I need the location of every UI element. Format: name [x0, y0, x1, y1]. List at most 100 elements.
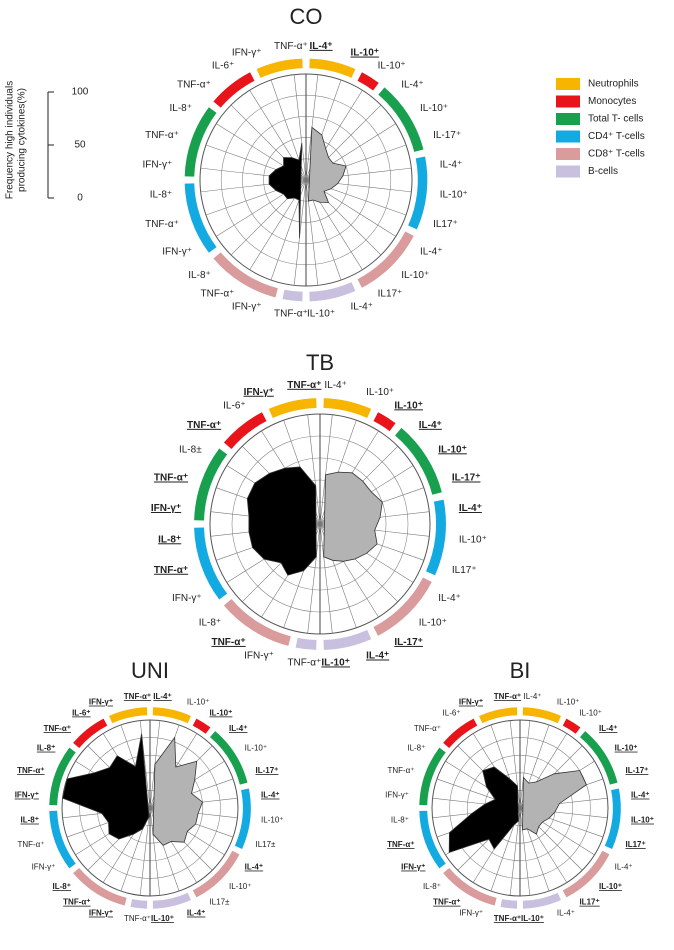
spoke-label: IL-10⁺ — [229, 882, 251, 891]
spoke-label: IL-8⁺ — [423, 882, 441, 891]
spoke-label: IL-6⁺ — [443, 708, 461, 717]
cell-group-arc — [223, 412, 267, 450]
cell-group-arc — [295, 637, 317, 650]
cell-group-arc — [130, 899, 148, 909]
spoke-label: IL-4⁺ — [261, 791, 279, 800]
right-polygon — [323, 471, 383, 562]
spoke-label: IL-10⁺ — [378, 61, 406, 72]
spoke-label: IFN-γ⁺ — [151, 503, 181, 514]
legend-label: Monocytes — [588, 96, 636, 107]
cell-group-arc — [309, 282, 356, 302]
spoke-label: IL-17⁺ — [433, 130, 461, 141]
spoke — [293, 179, 307, 286]
left-polygon — [268, 143, 303, 238]
cell-group-arc — [184, 183, 217, 253]
cell-group-arc — [194, 527, 228, 600]
cell-group-arc — [522, 892, 561, 909]
cell-group-arc — [268, 398, 317, 419]
spoke-label: IL17⁺ — [579, 898, 599, 907]
spoke-label: IL-4⁺ — [524, 692, 542, 701]
cell-group-arc — [323, 629, 372, 650]
spoke — [293, 74, 307, 181]
spoke-label: IL-8⁺ — [37, 744, 55, 753]
scale-tick-label: 100 — [72, 87, 89, 98]
spoke-label: IL17± — [255, 840, 276, 849]
cell-group-arc — [49, 747, 76, 806]
spoke-label: TNF-α⁺ — [154, 473, 188, 484]
cell-group-arc — [562, 718, 581, 734]
spoke-label: IL-10⁺ — [366, 387, 394, 398]
chart-title: BI — [510, 658, 531, 683]
cell-group-arc — [73, 718, 108, 749]
legend-label: CD4⁺ T-cells — [588, 131, 645, 142]
spoke-label: TNF-α⁺ — [177, 79, 211, 90]
spoke-label: IL-17⁺ — [452, 473, 481, 484]
spoke-label: TNF-α⁺ — [187, 420, 221, 431]
spoke — [319, 414, 333, 525]
legend-label: CD8⁺ T-cells — [588, 149, 645, 160]
right-polygon — [152, 736, 203, 846]
spoke-label: TNF-α⁺ — [414, 724, 441, 733]
spoke-label: IL-6⁺ — [72, 708, 90, 717]
legend-swatch — [556, 95, 580, 108]
spoke-label: IL-4⁺ — [615, 863, 633, 872]
cell-group-arc — [579, 731, 618, 785]
spoke-label: TNF-α⁺ — [63, 898, 90, 907]
scale-tick-label: 0 — [77, 193, 83, 204]
cell-group-arc — [256, 58, 303, 78]
spoke-label: TNF-α⁺ — [44, 724, 71, 733]
spoke-label: TNF-α⁺ — [17, 840, 44, 849]
spoke-label: TNF-α⁺ — [494, 914, 521, 923]
spoke-label: IL17± — [209, 898, 230, 907]
spoke-label: IL-4⁺ — [459, 503, 482, 514]
spoke-label: IL-4⁺ — [419, 420, 442, 431]
spoke-label: TNF-α⁺ — [145, 130, 179, 141]
spoke-label: IFN-γ⁺ — [143, 160, 173, 171]
cell-group-arc — [192, 718, 211, 734]
cell-group-arc — [522, 707, 561, 724]
cell-group-arc — [378, 87, 424, 152]
legend-label: Total T- cells — [588, 114, 643, 125]
cell-group-arc — [443, 867, 497, 906]
spoke-label: IL-10⁺ — [419, 617, 447, 628]
legend-swatch — [556, 165, 580, 178]
spoke-label: IL-4⁺ — [420, 246, 443, 257]
spoke — [149, 807, 161, 896]
spoke-label: IL-4⁺ — [440, 160, 463, 171]
legend-swatch — [556, 78, 580, 90]
cell-group-arc — [357, 231, 414, 288]
cell-group-arc — [109, 707, 148, 724]
spoke-label: TNF-α⁺ — [124, 914, 151, 923]
spoke-label: TNF-α⁺ — [211, 637, 245, 648]
cell-group-arc — [49, 810, 76, 869]
cell-group-arc — [443, 718, 478, 749]
cell-group-arc — [323, 398, 372, 419]
spoke-label: IL-8⁺ — [199, 617, 222, 628]
spoke-label: IL-4⁺ — [187, 909, 205, 918]
cell-group-arc — [309, 58, 356, 78]
spoke-label: TNF-α⁺ — [387, 840, 414, 849]
spoke-label: IL-10⁺ — [459, 534, 487, 545]
legend-swatch — [556, 113, 580, 125]
legend-swatch — [556, 130, 580, 143]
spoke-label: IL-8⁺ — [391, 816, 409, 825]
cell-group-arc — [213, 72, 255, 108]
cell-group-arc — [357, 72, 379, 91]
spoke-label: IL-4⁺ — [401, 79, 424, 90]
spoke-label: IFN-γ⁺ — [232, 48, 262, 59]
spoke — [519, 720, 531, 809]
cell-group-arc — [425, 499, 446, 576]
spoke-label: IFN-γ⁺ — [401, 863, 425, 872]
legend-label: B-cells — [588, 166, 618, 177]
spoke-label: IL-8⁺ — [169, 103, 192, 114]
spoke — [509, 807, 521, 896]
cell-group-arc — [213, 252, 278, 298]
cell-group-arc — [562, 850, 610, 898]
cell-group-arc — [419, 810, 446, 869]
cell-group-arc — [394, 427, 442, 495]
spoke-label: IL-10⁺ — [599, 882, 622, 891]
spoke-label: IL-8⁺ — [188, 270, 211, 281]
cell-group-arc — [479, 707, 518, 724]
cell-group-arc — [234, 788, 251, 849]
